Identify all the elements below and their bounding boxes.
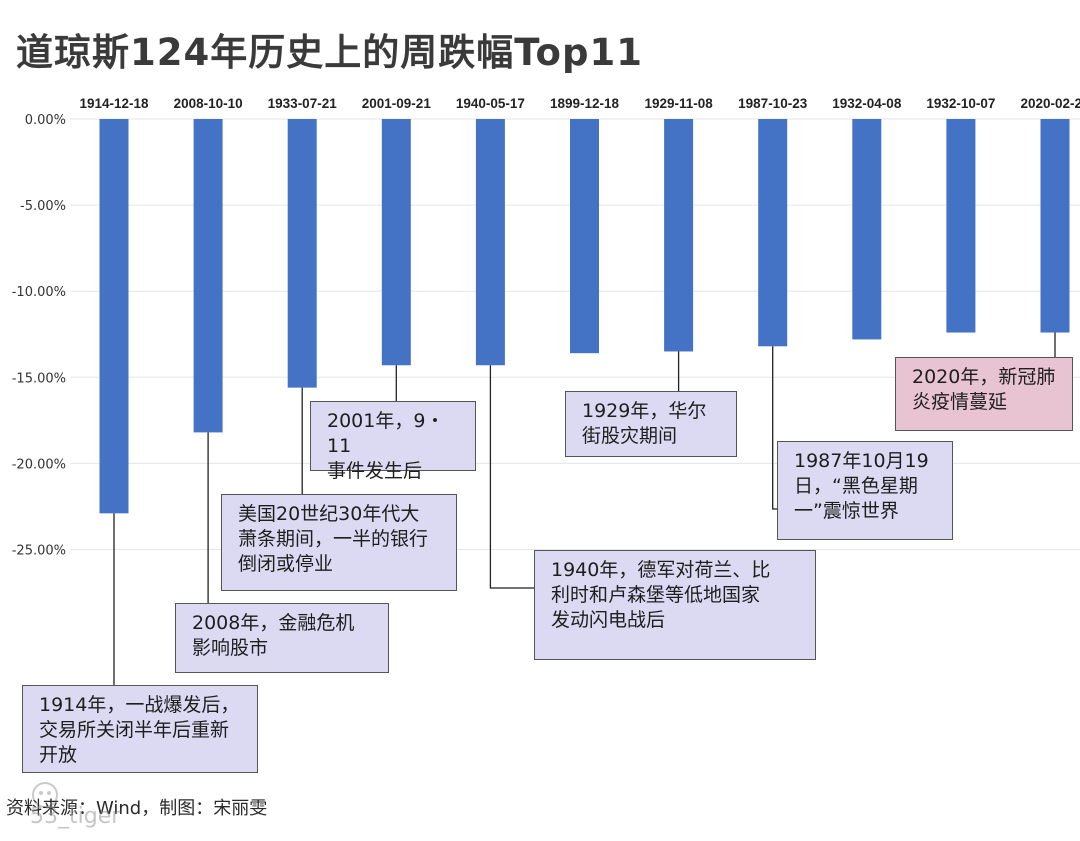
- annotation-box: 1914年，一战爆发后， 交易所关闭半年后重新 开放: [22, 685, 258, 773]
- annotation-box: 2008年，金融危机 影响股市: [175, 603, 389, 673]
- bar: [946, 119, 976, 333]
- x-tick-label: 1914-12-18: [79, 96, 149, 111]
- x-tick-label: 1933-07-21: [268, 96, 338, 111]
- x-tick-label: 2008-10-10: [174, 96, 243, 111]
- annotation-box: 2001年，9・11 事件发生后: [310, 401, 476, 482]
- x-tick-label: 1932-04-08: [832, 96, 902, 111]
- annotation-box: 1929年，华尔 街股灾期间: [565, 391, 737, 457]
- bar: [570, 119, 599, 354]
- x-tick-label: 1987-10-23: [738, 96, 808, 111]
- y-tick-label: -15.00%: [12, 371, 66, 386]
- chart-title: 道琼斯124年历史上的周跌幅Top11: [16, 31, 643, 74]
- bar: [381, 119, 411, 366]
- source-note: 资料来源：Wind，制图：宋丽雯: [6, 798, 268, 819]
- y-tick-label: -10.00%: [12, 285, 66, 300]
- bar: [475, 119, 505, 366]
- annotation-leader: [772, 346, 777, 510]
- bar: [99, 119, 129, 514]
- bar: [1040, 119, 1070, 333]
- annotation-box: 1987年10月19 日，“黑色星期 一”震惊世界: [777, 441, 953, 540]
- annotation-box: 2020年，新冠肺 炎疫情蔓延: [895, 357, 1073, 431]
- y-tick-label: -20.00%: [12, 457, 66, 472]
- annotation-leader: [489, 365, 534, 589]
- bar: [852, 119, 882, 340]
- bar: [664, 119, 694, 352]
- bar: [193, 119, 223, 433]
- x-tick-label: 2001-09-21: [362, 96, 432, 111]
- y-tick-label: 0.00%: [25, 113, 66, 128]
- bar: [287, 119, 317, 388]
- x-tick-label: 1940-05-17: [456, 96, 525, 111]
- annotation-box: 1940年，德军对荷兰、比 利时和卢森堡等低地国家 发动闪电战后: [534, 550, 816, 660]
- bars: [99, 119, 1070, 514]
- x-axis-ticks: 1914-12-18 2008-10-10 1933-07-21 2001-09-21…: [79, 96, 1080, 111]
- y-tick-label: -25.00%: [12, 544, 66, 559]
- annotation-leaders: [113, 332, 1056, 685]
- x-tick-label: 1899-12-18: [550, 96, 620, 111]
- watermark-logo-icon: [32, 782, 58, 808]
- annotation-box: 美国20世纪30年代大 萧条期间，一半的银行 倒闭或停业: [221, 494, 457, 591]
- x-tick-label: 2020-02-28: [1020, 96, 1080, 111]
- bar: [758, 119, 788, 347]
- x-tick-label: 1932-10-07: [926, 96, 995, 111]
- y-tick-label: -5.00%: [20, 199, 66, 214]
- watermark-text: 53_tiger: [30, 804, 121, 829]
- y-axis-ticks: 0.00% -5.00% -10.00% -15.00% -20.00% -25.00%: [12, 113, 66, 559]
- x-tick-label: 1929-11-08: [644, 96, 713, 111]
